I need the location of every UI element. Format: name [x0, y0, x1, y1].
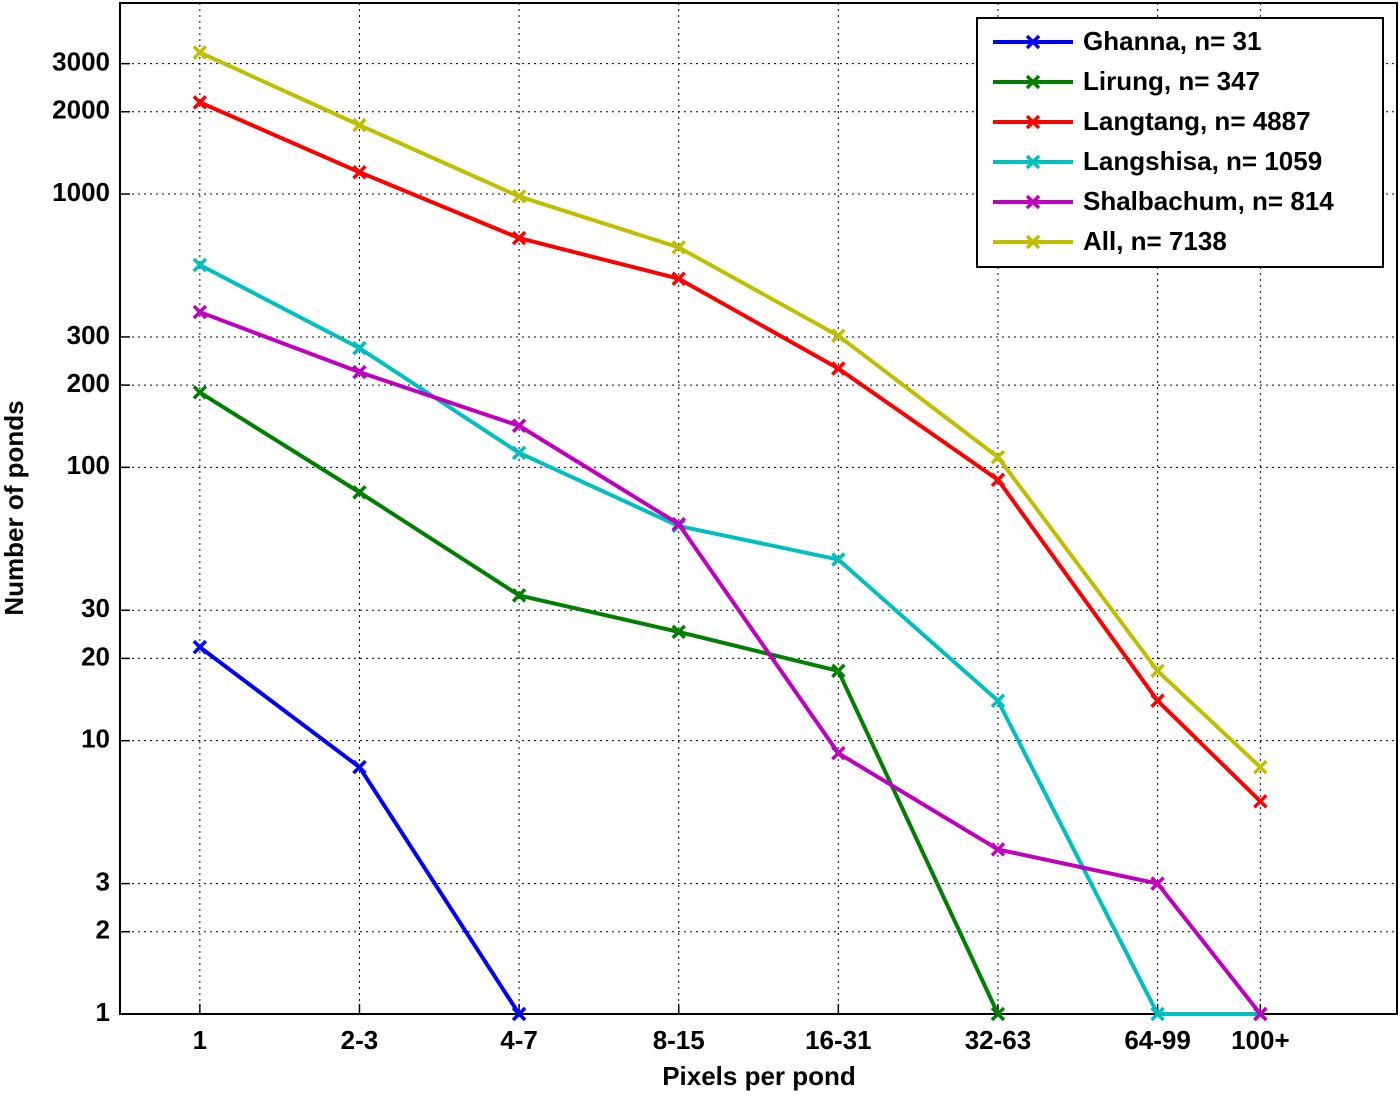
- marker: [1253, 759, 1268, 775]
- marker: [990, 449, 1006, 465]
- legend-marker: [1025, 194, 1041, 210]
- legend-label: Shalbachum, n= 814: [1083, 186, 1334, 216]
- marker: [192, 257, 208, 273]
- series-line: [199, 100, 1262, 803]
- marker: [192, 45, 208, 60]
- marker: [671, 516, 686, 532]
- marker: [671, 624, 686, 640]
- y-tick-label: 2: [96, 915, 110, 945]
- x-tick-label: 2-3: [341, 1025, 379, 1055]
- marker: [192, 95, 208, 110]
- legend-marker: [1025, 74, 1041, 90]
- y-tick-label: 300: [67, 320, 110, 350]
- marker: [831, 328, 846, 344]
- y-tick-label: 3: [96, 866, 110, 896]
- marker: [1253, 794, 1268, 809]
- marker: [192, 639, 208, 655]
- plot-frame: [119, 2, 1398, 1015]
- marker: [990, 472, 1006, 488]
- marker: [831, 663, 846, 679]
- legend-label: Lirung, n= 347: [1083, 66, 1260, 96]
- marker: [511, 189, 527, 204]
- y-axis-label: Number of ponds: [0, 400, 29, 615]
- marker: [511, 1006, 527, 1022]
- y-tick-label: 200: [67, 368, 110, 398]
- marker: [352, 364, 367, 380]
- marker: [831, 745, 846, 761]
- marker: [192, 385, 208, 400]
- x-tick-label: 100+: [1231, 1025, 1290, 1055]
- marker: [671, 240, 686, 255]
- marker: [511, 418, 527, 433]
- marker: [1150, 876, 1165, 891]
- series-line: [199, 310, 1262, 1016]
- x-tick-label: 4-7: [500, 1025, 538, 1055]
- marker: [990, 693, 1006, 708]
- series-line: [199, 50, 1262, 769]
- marker: [1253, 1006, 1268, 1022]
- marker: [990, 1006, 1006, 1022]
- legend-label: Langshisa, n= 1059: [1083, 146, 1322, 176]
- x-axis-label: Pixels per pond: [662, 1061, 856, 1091]
- y-tick-label: 30: [81, 593, 110, 623]
- marker: [511, 445, 527, 461]
- y-tick-label: 3000: [52, 47, 110, 77]
- marker: [1150, 1006, 1165, 1022]
- marker: [352, 340, 367, 356]
- legend-label: Langtang, n= 4887: [1083, 106, 1311, 136]
- x-tick-label: 1: [193, 1025, 207, 1055]
- marker: [352, 117, 367, 133]
- x-tick-label: 64-99: [1124, 1025, 1191, 1055]
- y-tick-label: 20: [81, 641, 110, 671]
- y-tick-label: 1: [96, 997, 110, 1027]
- legend-marker: [1025, 234, 1041, 250]
- y-tick-label: 1000: [52, 177, 110, 207]
- marker: [352, 759, 367, 775]
- marker: [511, 588, 527, 603]
- marker: [990, 842, 1006, 857]
- legend-marker: [1025, 114, 1041, 130]
- series-line: [198, 263, 1261, 1016]
- legend-label: Ghanna, n= 31: [1083, 26, 1261, 56]
- marker: [671, 271, 686, 286]
- series-line: [198, 390, 1000, 1015]
- marker: [352, 485, 367, 500]
- marker: [831, 552, 846, 567]
- x-tick-label: 8-15: [653, 1025, 705, 1055]
- y-tick-label: 10: [81, 724, 110, 754]
- legend-marker: [1025, 34, 1041, 50]
- marker: [511, 230, 527, 246]
- x-tick-label: 16-31: [805, 1025, 872, 1055]
- y-tick-label: 2000: [52, 95, 110, 125]
- marker: [1150, 693, 1165, 708]
- legend-label: All, n= 7138: [1083, 226, 1227, 256]
- marker: [1150, 663, 1165, 679]
- legend-box: [976, 17, 1384, 268]
- y-tick-label: 100: [67, 450, 110, 480]
- x-tick-label: 32-63: [965, 1025, 1032, 1055]
- legend-marker: [1025, 154, 1041, 170]
- marker: [352, 164, 367, 180]
- marker: [831, 361, 846, 376]
- marker: [192, 304, 208, 320]
